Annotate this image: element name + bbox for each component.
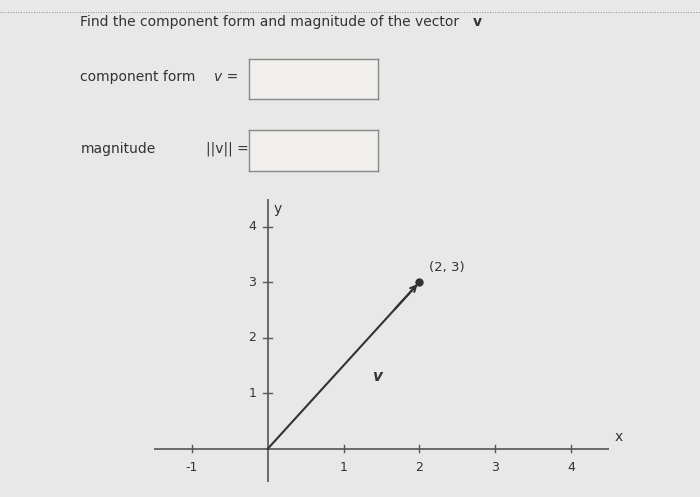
Text: 3: 3 — [491, 461, 499, 474]
Text: y: y — [274, 202, 282, 216]
Text: -1: -1 — [186, 461, 198, 474]
Text: 2: 2 — [416, 461, 423, 474]
Text: Find the component form and magnitude of the vector: Find the component form and magnitude of… — [80, 15, 464, 29]
Text: (2, 3): (2, 3) — [428, 261, 464, 274]
Text: component form: component form — [80, 70, 196, 84]
Text: 4: 4 — [248, 220, 256, 233]
Text: ||v|| =: ||v|| = — [206, 142, 249, 157]
Text: 2: 2 — [248, 331, 256, 344]
Text: 4: 4 — [567, 461, 575, 474]
Text: 1: 1 — [248, 387, 256, 400]
Text: v: v — [473, 15, 482, 29]
Text: 1: 1 — [340, 461, 347, 474]
Text: magnitude: magnitude — [80, 142, 155, 156]
Text: v: v — [372, 369, 382, 384]
Text: x: x — [615, 430, 623, 444]
Text: v =: v = — [214, 70, 238, 84]
Text: 3: 3 — [248, 276, 256, 289]
